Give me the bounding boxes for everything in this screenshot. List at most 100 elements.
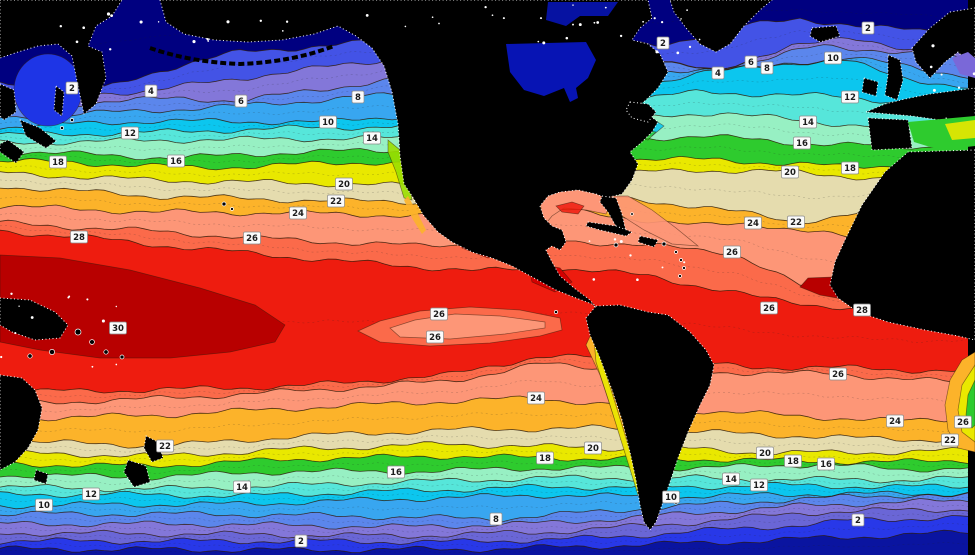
cloud-speckle (18, 305, 20, 307)
contour-label-value: 8 (493, 515, 499, 525)
cloud-speckle (192, 40, 196, 44)
contour-label-box (711, 66, 725, 80)
cloud-speckle (285, 20, 289, 23)
cloud-speckle (539, 17, 543, 20)
land-florida (599, 195, 627, 233)
contour-label: 26 (426, 330, 444, 344)
cloud-speckle (932, 88, 936, 92)
gulf-stream-tongue (603, 195, 700, 247)
island-melanesia-5 (49, 349, 55, 355)
contour-label-value: 14 (366, 134, 378, 144)
land-south-america (585, 304, 715, 531)
mediterranean-warm-east (945, 120, 975, 140)
contour-label-value: 26 (957, 418, 969, 428)
cloud-speckle (572, 4, 574, 6)
cloud-speckle (940, 73, 943, 76)
contour-label: 2 (861, 21, 875, 35)
temp-band (0, 498, 968, 539)
contour-label: 6 (234, 94, 248, 108)
contour-label-value: 16 (820, 460, 832, 470)
isotherm-line (0, 474, 969, 492)
cloud-speckle (931, 44, 935, 48)
contour-label: 10 (319, 115, 337, 129)
cloud-speckle (613, 238, 617, 241)
cloud-speckle (365, 14, 369, 17)
contour-label: 22 (787, 215, 805, 229)
intermediate-isotherm-line (0, 358, 969, 399)
contour-label-box (784, 454, 802, 468)
land-tasmania (33, 469, 49, 485)
cloud-speckle (542, 41, 546, 45)
island-antilles-3 (682, 266, 686, 270)
contour-label-box (787, 215, 805, 229)
temp-band (0, 220, 968, 313)
contour-label-value: 10 (322, 118, 334, 128)
contour-label: 16 (817, 457, 835, 471)
cloud-speckle (404, 25, 407, 28)
contour-label-box (82, 487, 100, 501)
cloud-speckle (653, 17, 656, 20)
contour-label-box (656, 36, 670, 50)
contour-label-box (109, 321, 127, 335)
contour-label-value: 20 (587, 444, 599, 454)
contour-label: 2 (294, 534, 308, 548)
contour-label-box (781, 165, 799, 179)
contour-label-box (841, 161, 859, 175)
contour-label: 28 (853, 303, 871, 317)
contour-label-box (853, 303, 871, 317)
island-galapagos (554, 310, 558, 314)
contour-label-value: 4 (715, 69, 721, 79)
contour-label: 28 (70, 230, 88, 244)
contour-label-box (351, 90, 365, 104)
temp-band (0, 507, 968, 545)
cloud-speckle (655, 50, 659, 54)
contour-label-value: 26 (246, 234, 258, 244)
land-sakhalin (53, 85, 65, 117)
contour-label-box (156, 439, 174, 453)
contour-label: 14 (722, 472, 740, 486)
contour-label: 12 (841, 90, 859, 104)
contour-label-box (829, 367, 847, 381)
cloud-speckle (157, 21, 160, 23)
contour-label-value: 28 (856, 306, 868, 316)
contour-label: 24 (744, 216, 762, 230)
cloud-speckle (604, 6, 607, 9)
isotherm-line (0, 453, 969, 468)
temp-band (0, 441, 968, 468)
isotherm-line (0, 498, 969, 530)
contour-label-value: 10 (38, 501, 50, 511)
island-jamaica (613, 242, 619, 248)
gulf-of-california (404, 196, 426, 234)
contour-label: 24 (289, 206, 307, 220)
land-new-guinea (0, 297, 69, 341)
cloud-speckle (660, 20, 664, 24)
contour-label-value: 26 (429, 333, 441, 343)
contour-label-value: 14 (725, 475, 737, 485)
cloud-speckle (0, 355, 3, 359)
contour-label-value: 18 (787, 457, 799, 467)
cloud-speckle (686, 9, 688, 11)
contour-label: 16 (793, 136, 811, 150)
contour-label-value: 6 (238, 97, 244, 107)
contour-label-box (70, 230, 88, 244)
contour-label-box (426, 330, 444, 344)
loop-current (555, 201, 585, 215)
cloud-speckle (207, 40, 210, 42)
temp-band (0, 530, 968, 555)
cloud-speckle (929, 65, 933, 69)
contour-label-box (723, 245, 741, 259)
contour-label-box (430, 307, 448, 321)
cloud-speckle (484, 5, 487, 9)
contour-label-value: 28 (73, 233, 85, 243)
isotherm-line (0, 529, 969, 554)
contour-label: 20 (756, 446, 774, 460)
contour-label: 10 (824, 51, 842, 65)
temp-band (0, 112, 968, 160)
contour-label-value: 22 (790, 218, 802, 228)
cloud-speckle (565, 36, 569, 40)
contour-label-box (941, 433, 959, 447)
contour-label-box (861, 21, 875, 35)
cloud-speckle (86, 298, 89, 301)
